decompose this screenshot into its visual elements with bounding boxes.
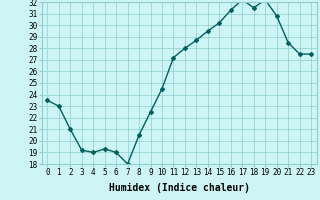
X-axis label: Humidex (Indice chaleur): Humidex (Indice chaleur) <box>109 183 250 193</box>
